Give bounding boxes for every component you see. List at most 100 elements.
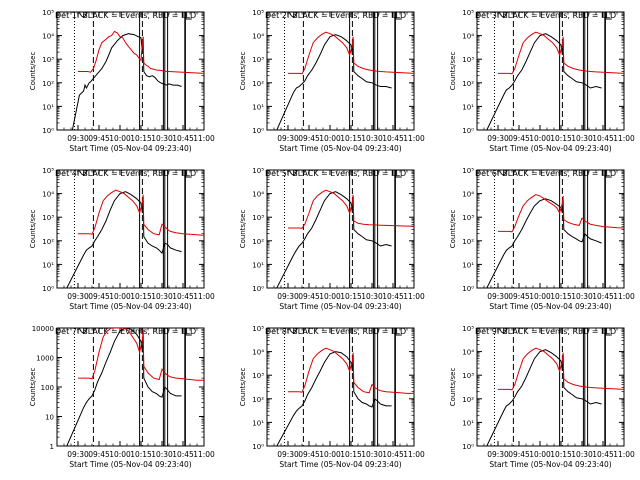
x-tick-label: 10:30 (361, 292, 383, 301)
x-tick-label: 11:00 (403, 134, 425, 143)
top-bracket-mark (605, 12, 612, 20)
y-tick-label: 10000 (32, 325, 54, 333)
y-tick-label: 1 (50, 443, 54, 451)
plot-frame (56, 11, 205, 131)
lld-series-line (498, 31, 624, 75)
x-tick-label: 09:45 (88, 450, 110, 459)
x-tick-label: 10:45 (172, 450, 194, 459)
series-group (276, 31, 414, 130)
x-tick-label: 09:30 (277, 292, 299, 301)
x-tick-label: 09:30 (67, 450, 89, 459)
plot-frame (56, 327, 205, 447)
top-bracket-mark (185, 12, 192, 20)
y-tick-label: 10² (42, 80, 54, 88)
top-arc-mark (288, 169, 298, 176)
y-axis-label: Counts/sec (239, 52, 247, 91)
x-tick-label: 09:30 (277, 450, 299, 459)
y-tick-label: 10⁰ (252, 285, 264, 293)
top-bracket-mark (185, 328, 192, 336)
y-tick-label: 10² (462, 238, 474, 246)
y-tick-label: 10¹ (42, 261, 54, 269)
x-tick-label: 10:15 (130, 134, 152, 143)
x-axis-label: Start Time (05-Nov-04 09:23:40) (69, 460, 191, 469)
x-tick-label: 11:00 (193, 292, 215, 301)
y-tick-label: 10¹ (252, 419, 264, 427)
x-tick-label: 10:45 (382, 292, 404, 301)
x-tick-label: 09:30 (277, 134, 299, 143)
plot-frame (266, 169, 415, 289)
series-group (486, 347, 624, 446)
x-tick-label: 11:00 (193, 134, 215, 143)
x-tick-label: 10:00 (529, 450, 551, 459)
y-tick-label: 10² (252, 396, 264, 404)
y-tick-label: 10³ (252, 214, 264, 222)
y-tick-label: 10 (45, 414, 54, 422)
x-tick-label: 10:00 (319, 450, 341, 459)
y-tick-label: 10⁰ (462, 127, 474, 135)
x-tick-label: 10:00 (109, 292, 131, 301)
x-tick-label: 10:15 (130, 450, 152, 459)
top-bracket-mark (605, 170, 612, 178)
y-tick-label: 10² (252, 238, 264, 246)
panel-title: Det 4f BLACK = Events, RED = LLD (55, 169, 196, 178)
x-tick-label: 10:30 (151, 292, 173, 301)
events-series-line (276, 351, 392, 446)
panel-title: Det 2f BLACK = Events, RED = LLD (265, 11, 406, 20)
x-tick-label: 11:00 (613, 292, 635, 301)
top-arc-mark (78, 169, 88, 176)
y-tick-label: 10¹ (42, 103, 54, 111)
panel-title: Det 5f BLACK = Events, RED = LLD (265, 169, 406, 178)
panel-title: Det 1f BLACK = Events, RED = LLD (55, 11, 196, 20)
series-group (276, 189, 414, 288)
y-axis-label: Counts/sec (239, 368, 247, 407)
y-tick-label: 10³ (462, 56, 474, 64)
x-tick-label: 10:00 (109, 134, 131, 143)
x-tick-label: 10:15 (340, 134, 362, 143)
x-tick-label: 10:30 (361, 134, 383, 143)
x-tick-label: 09:30 (487, 450, 509, 459)
x-tick-label: 10:30 (571, 292, 593, 301)
y-tick-label: 10⁴ (252, 33, 264, 41)
events-series-line (66, 33, 182, 130)
events-series-line (486, 198, 602, 288)
top-arc-mark (288, 11, 298, 18)
y-tick-label: 10² (252, 80, 264, 88)
x-tick-label: 09:30 (487, 134, 509, 143)
lld-series-line (288, 347, 414, 394)
x-axis-label: Start Time (05-Nov-04 09:23:40) (69, 144, 191, 153)
y-tick-label: 10⁴ (462, 191, 474, 199)
y-tick-label: 10⁴ (252, 349, 264, 357)
x-tick-label: 10:45 (172, 134, 194, 143)
x-tick-label: 09:45 (298, 450, 320, 459)
y-tick-label: 10⁵ (462, 9, 474, 17)
x-axis-label: Start Time (05-Nov-04 09:23:40) (489, 302, 611, 311)
panel-title: Det 8f BLACK = Events, RED = LLD (265, 327, 406, 336)
x-tick-label: 10:15 (550, 450, 572, 459)
series-group (486, 31, 624, 130)
top-arc-mark (498, 327, 508, 334)
x-tick-label: 10:30 (151, 450, 173, 459)
top-arc-mark (288, 327, 298, 334)
lld-series-line (78, 30, 204, 74)
series-group (276, 347, 414, 446)
panel-title: Det 6f BLACK = Events, RED = LLD (475, 169, 616, 178)
y-axis-label: Counts/sec (449, 210, 457, 249)
plot-frame (476, 11, 625, 131)
y-tick-label: 10³ (462, 214, 474, 222)
lld-series-line (288, 31, 414, 75)
panel-title: Det 7f BLACK = Events, RED = LLD (55, 327, 196, 336)
y-tick-label: 10² (462, 396, 474, 404)
plot-frame (476, 327, 625, 447)
y-tick-label: 1000 (36, 355, 54, 363)
x-tick-label: 10:30 (571, 134, 593, 143)
plot-frame (56, 169, 205, 289)
panel-det-7: 1 10 100 1000 10000 09:30 09:45 10:00 10:15 10:30… (29, 325, 215, 469)
x-tick-label: 09:45 (298, 292, 320, 301)
y-tick-label: 10⁰ (252, 127, 264, 135)
x-axis-label: Start Time (05-Nov-04 09:23:40) (279, 302, 401, 311)
y-axis-label: Counts/sec (239, 210, 247, 249)
